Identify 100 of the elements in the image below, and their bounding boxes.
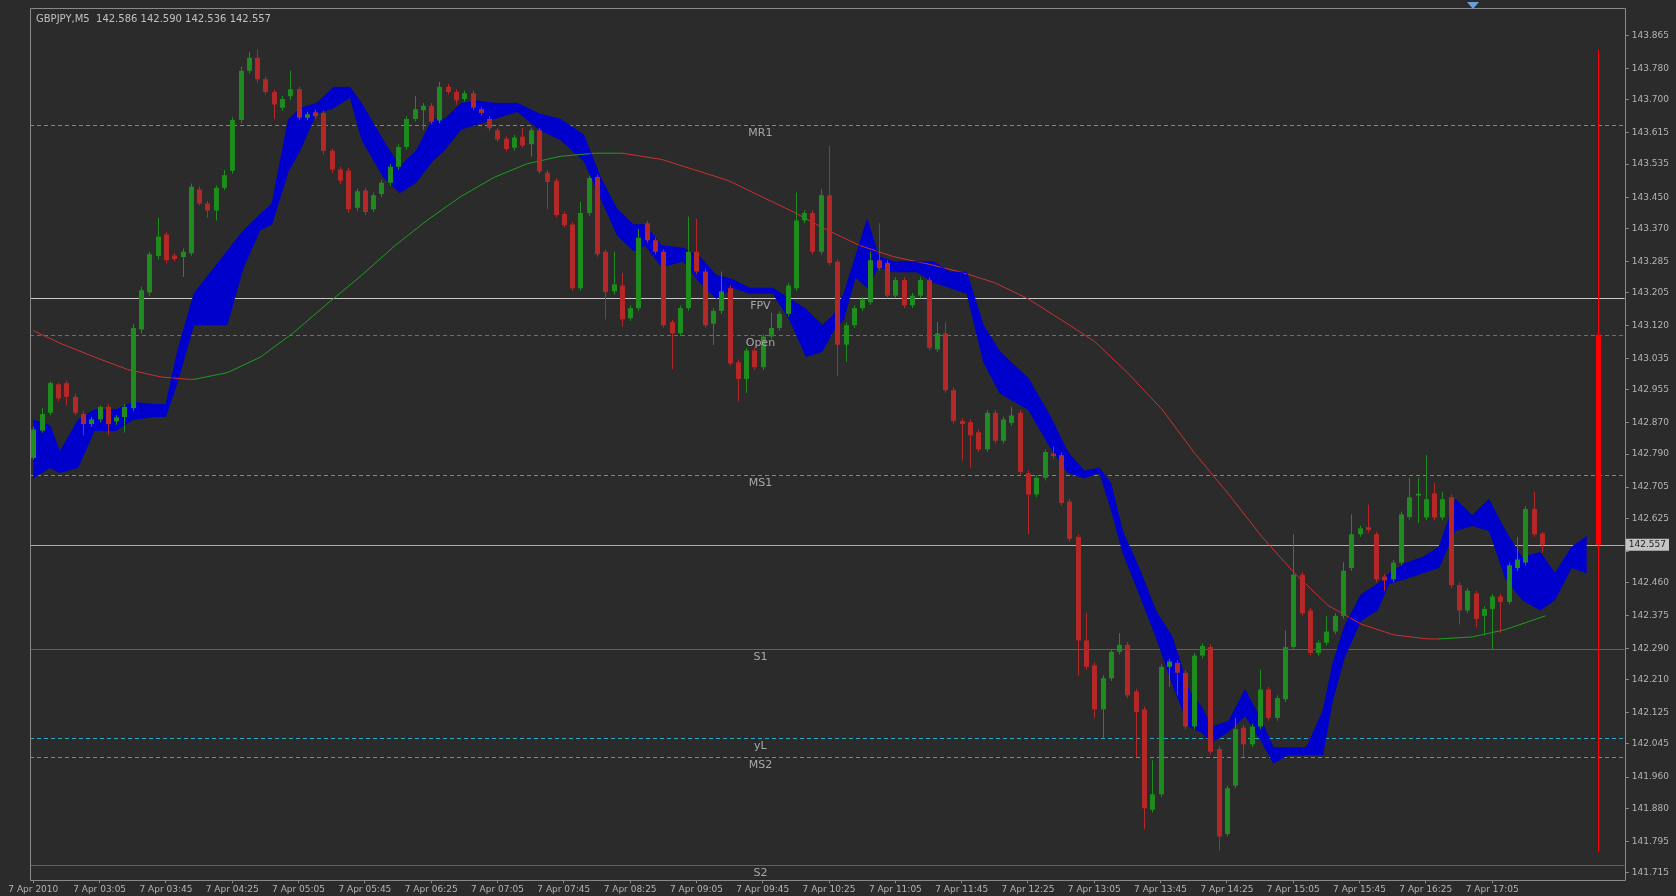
candlestick xyxy=(694,218,699,275)
candlestick xyxy=(736,358,741,402)
candlestick xyxy=(1167,658,1172,688)
candlestick xyxy=(752,347,757,371)
ref-line-label: FPV xyxy=(750,299,772,313)
x-tick-label: 7 Apr 11:45 xyxy=(935,883,989,894)
candlestick xyxy=(1009,406,1014,427)
candlestick xyxy=(1515,536,1520,572)
x-tick-label: 7 Apr 15:45 xyxy=(1333,883,1387,894)
candlestick xyxy=(1175,659,1180,696)
candlestick xyxy=(520,127,525,149)
candlestick xyxy=(612,251,617,295)
candlestick xyxy=(73,393,78,416)
y-tick-label: 143.035 xyxy=(1631,353,1669,364)
candlestick xyxy=(1540,531,1545,554)
ref-line-label: MR1 xyxy=(748,126,773,140)
candlestick xyxy=(40,407,45,434)
x-tick-label: 7 Apr 05:05 xyxy=(272,883,326,894)
candlestick xyxy=(413,95,418,122)
y-tick-label: 142.790 xyxy=(1631,448,1670,459)
x-tick-label: 7 Apr 09:45 xyxy=(736,883,790,894)
y-tick-label: 143.450 xyxy=(1631,191,1670,202)
candlestick xyxy=(1424,454,1429,521)
candlestick xyxy=(645,220,650,244)
y-tick-label: 143.205 xyxy=(1631,286,1669,297)
candlestick xyxy=(255,49,260,83)
y-tick-label: 143.615 xyxy=(1631,127,1669,138)
candlestick xyxy=(1482,605,1487,637)
candlestick xyxy=(222,169,227,191)
candlestick xyxy=(1440,491,1445,521)
x-tick-label: 7 Apr 05:45 xyxy=(338,883,392,894)
candlestick xyxy=(918,276,923,299)
candlestick xyxy=(181,248,186,278)
candlestick xyxy=(263,76,268,96)
x-tick-label: 7 Apr 06:25 xyxy=(404,883,458,894)
candlestick xyxy=(545,169,550,210)
y-tick-label: 142.955 xyxy=(1631,384,1669,395)
candlestick xyxy=(64,380,69,406)
y-tick-label: 141.960 xyxy=(1631,771,1670,782)
x-tick-label: 7 Apr 10:25 xyxy=(802,883,856,894)
ref-line-label: MS2 xyxy=(748,758,773,772)
ref-line-label: S2 xyxy=(753,866,768,880)
x-tick-label: 7 Apr 03:05 xyxy=(73,883,127,894)
candlestick xyxy=(1391,559,1396,583)
candlestick xyxy=(214,184,219,222)
y-tick-label: 142.460 xyxy=(1631,576,1670,587)
candlestick xyxy=(1150,759,1155,813)
candlestick xyxy=(935,321,940,353)
candlestick xyxy=(769,312,774,340)
y-tick-label: 142.870 xyxy=(1631,417,1670,428)
y-tick-label: 142.290 xyxy=(1631,642,1670,653)
candlestick xyxy=(719,271,724,315)
candlestick xyxy=(197,185,202,207)
candlestick xyxy=(877,222,882,271)
candlestick xyxy=(355,188,360,212)
y-tick-label: 141.715 xyxy=(1631,866,1669,877)
candlestick xyxy=(1333,612,1338,635)
candlestick xyxy=(471,90,476,111)
candlestick xyxy=(529,126,534,158)
candlestick xyxy=(272,89,277,120)
y-tick-label: 142.125 xyxy=(1631,707,1669,718)
ref-line-label: yL xyxy=(754,739,768,753)
y-tick-label: 143.535 xyxy=(1631,158,1669,169)
y-tick-label: 143.120 xyxy=(1631,319,1670,330)
candlestick xyxy=(388,163,393,186)
candlestick xyxy=(288,70,293,101)
x-tick-label: 7 Apr 17:05 xyxy=(1465,883,1519,894)
candlestick xyxy=(976,429,981,453)
candlestick xyxy=(363,187,368,216)
candlestick xyxy=(852,304,857,329)
y-tick-label: 142.705 xyxy=(1631,481,1669,492)
candlestick xyxy=(156,217,161,260)
candlestick xyxy=(1134,688,1139,758)
y-tick-label: 142.375 xyxy=(1631,609,1669,620)
candlestick xyxy=(1366,504,1371,534)
y-tick-label: 143.370 xyxy=(1631,222,1670,233)
ref-line-label: S1 xyxy=(753,650,768,664)
candlestick xyxy=(1001,416,1006,445)
y-tick-label: 141.880 xyxy=(1631,802,1670,813)
candlestick xyxy=(1407,477,1412,521)
candlestick xyxy=(1241,724,1246,758)
x-tick-label: 7 Apr 03:45 xyxy=(139,883,193,894)
candlestick xyxy=(1275,694,1280,722)
candlestick xyxy=(777,310,782,332)
candlestick xyxy=(81,410,86,436)
ref-line-label: MS1 xyxy=(748,476,773,490)
x-tick-label: 7 Apr 15:05 xyxy=(1266,883,1320,894)
x-tick-label: 7 Apr 07:05 xyxy=(471,883,524,894)
x-tick-label: 7 Apr 13:45 xyxy=(1134,883,1188,894)
x-tick-label: 7 Apr 2010 xyxy=(8,883,59,894)
candlestick xyxy=(122,403,127,434)
x-tick-label: 7 Apr 09:05 xyxy=(669,883,723,894)
candlestick xyxy=(670,319,675,370)
y-tick-label: 142.210 xyxy=(1631,674,1670,685)
candlestick xyxy=(1250,723,1255,748)
y-tick-label: 142.045 xyxy=(1631,738,1669,749)
x-tick-label: 7 Apr 13:05 xyxy=(1067,883,1121,894)
x-tick-label: 7 Apr 07:45 xyxy=(537,883,591,894)
candlestick xyxy=(1034,474,1039,498)
candlestick xyxy=(1026,469,1031,535)
